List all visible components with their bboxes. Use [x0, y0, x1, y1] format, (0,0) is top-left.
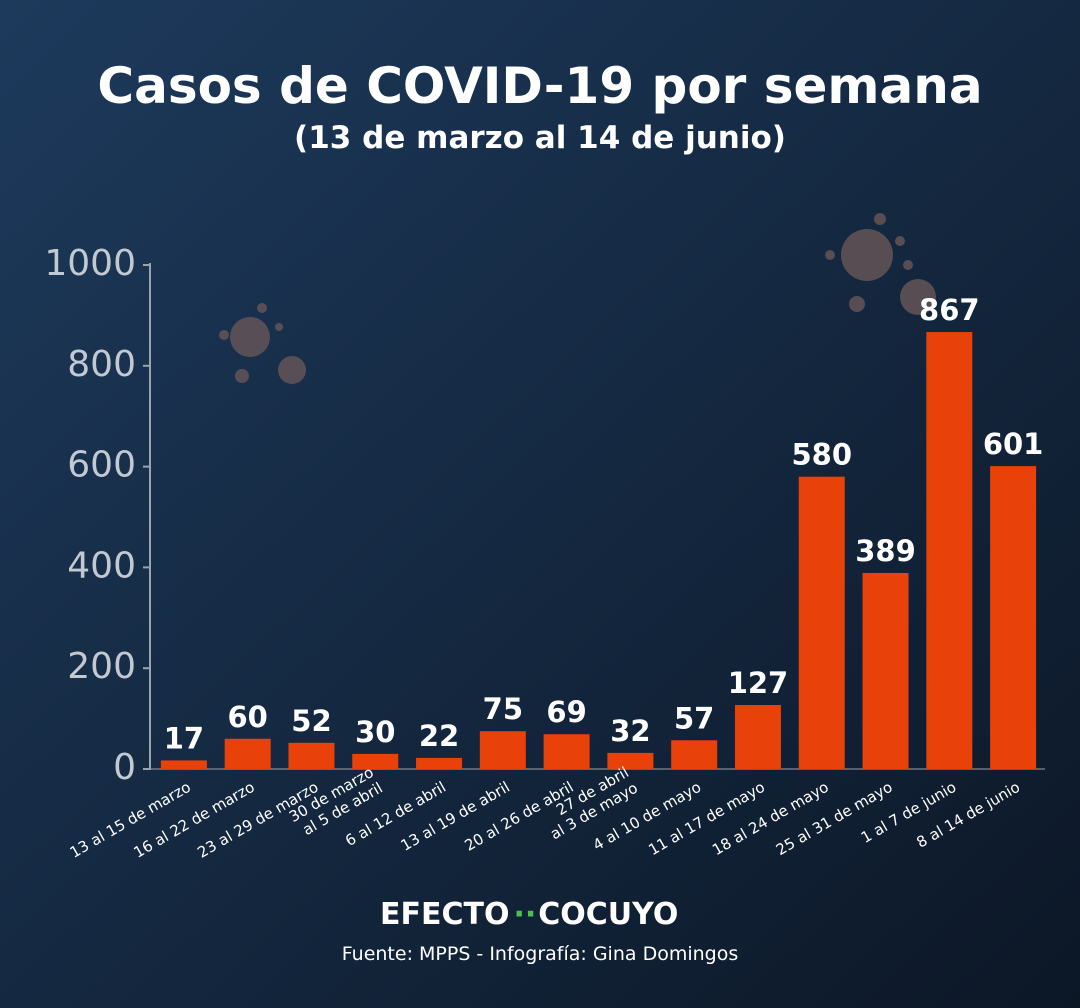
virus-icon — [219, 213, 936, 384]
y-tick-label: 0 — [113, 747, 136, 788]
value-label: 69 — [546, 695, 586, 729]
value-label: 867 — [919, 293, 980, 327]
value-label: 52 — [291, 704, 331, 738]
brand-left: EFECTO — [380, 897, 509, 932]
bar — [990, 466, 1037, 769]
y-tick-label: 600 — [67, 445, 136, 486]
value-label: 60 — [227, 700, 267, 734]
bar — [224, 738, 271, 769]
value-label: 580 — [791, 438, 852, 472]
bar — [671, 740, 718, 769]
value-label: 30 — [355, 715, 395, 749]
chart-subtitle: (13 de marzo al 14 de junio) — [294, 120, 786, 156]
bar — [352, 753, 399, 769]
bar — [479, 731, 526, 769]
value-label: 32 — [610, 714, 650, 748]
value-label: 75 — [483, 692, 523, 726]
brand-dots: ·· — [513, 897, 536, 932]
bar — [160, 760, 207, 769]
source: Fuente: MPPS - Infografía: Gina Domingos — [342, 943, 738, 965]
brand-right: COCUYO — [538, 897, 678, 932]
bar — [288, 742, 335, 769]
bar — [926, 332, 973, 769]
value-label: 127 — [728, 666, 789, 700]
bar — [862, 572, 909, 769]
value-label: 17 — [164, 721, 204, 755]
y-tick-label: 800 — [67, 344, 136, 385]
value-label: 57 — [674, 701, 714, 735]
bar — [798, 476, 845, 769]
value-label: 389 — [855, 534, 916, 568]
y-tick-label: 1000 — [44, 243, 136, 284]
y-tick-label: 400 — [67, 545, 136, 586]
bar — [416, 757, 463, 769]
value-label: 601 — [983, 427, 1044, 461]
brand: EFECTO ··COCUYO — [380, 897, 678, 932]
bar — [543, 734, 590, 769]
bar — [734, 704, 781, 769]
value-label: 22 — [419, 719, 459, 753]
y-tick-label: 200 — [67, 646, 136, 687]
bar — [607, 752, 654, 769]
chart-title: Casos de COVID-19 por semana — [97, 57, 982, 115]
